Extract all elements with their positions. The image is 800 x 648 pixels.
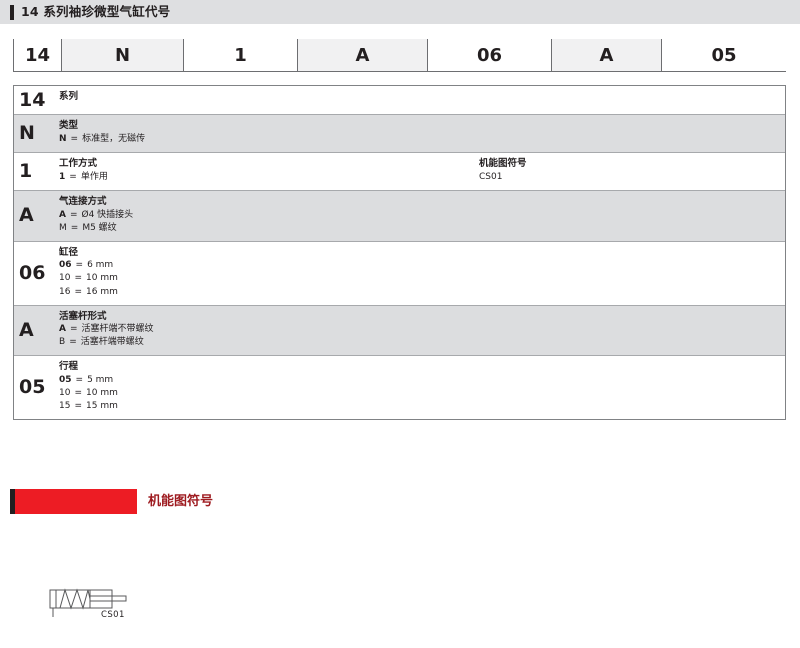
symbol-section-banner: 机能图符号 bbox=[10, 489, 213, 514]
spec-row-note: 机能图符号 CS01 bbox=[479, 158, 527, 184]
spec-option-separator: = bbox=[70, 133, 79, 144]
header-accent-bar bbox=[10, 4, 14, 20]
spec-row-heading: 工作方式 bbox=[59, 157, 98, 169]
spec-option: A = Ø4 快插接头 bbox=[59, 209, 785, 222]
spec-option-separator: = bbox=[69, 209, 78, 220]
spec-row-body: 行程 05 = 5 mm 10 = 10 mm 15 = 15 mm bbox=[59, 356, 785, 419]
spec-row-body: 活塞杆形式 A = 活塞杆端不带螺纹 B = 活塞杆端带螺纹 bbox=[59, 306, 785, 356]
spec-option-text: 10 mm bbox=[86, 273, 118, 284]
spec-option-text: 6 mm bbox=[87, 260, 114, 271]
spec-option-key: 15 bbox=[59, 401, 71, 412]
spec-option-key: A bbox=[59, 324, 66, 335]
spec-option-key: 1 bbox=[59, 171, 66, 182]
spec-row-code: 1 bbox=[19, 159, 33, 182]
spec-option-text: 10 mm bbox=[86, 388, 118, 399]
symbol-section-title: 机能图符号 bbox=[148, 494, 214, 509]
code-segment-6: A bbox=[551, 39, 661, 71]
spec-row-heading: 行程 bbox=[59, 361, 79, 373]
spec-option-separator: = bbox=[74, 286, 82, 297]
spec-option-separator: = bbox=[70, 222, 79, 233]
spec-note-title: 机能图符号 bbox=[479, 157, 527, 169]
spec-option: 06 = 6 mm bbox=[59, 259, 785, 272]
banner-bar bbox=[15, 489, 137, 514]
symbol-label: CS01 bbox=[101, 610, 125, 620]
spec-option-separator: = bbox=[75, 375, 84, 386]
single-acting-cylinder-icon bbox=[49, 588, 127, 617]
spec-option: 05 = 5 mm bbox=[59, 374, 785, 387]
page-title: 14 系列袖珍微型气缸代号 bbox=[21, 3, 171, 19]
spec-row-heading: 类型 bbox=[59, 120, 79, 131]
spec-option: 10 = 10 mm bbox=[59, 387, 785, 400]
spec-option-text: 15 mm bbox=[86, 401, 118, 412]
spec-row: 1 工作方式 1 = 单作用 机能图符号 CS01 bbox=[14, 151, 785, 190]
spec-note-value: CS01 bbox=[479, 171, 503, 182]
spec-option-separator: = bbox=[69, 324, 78, 335]
spec-option-key: 05 bbox=[59, 375, 72, 386]
spec-option-text: 标准型，无磁传 bbox=[82, 133, 146, 144]
spec-option-key: 10 bbox=[59, 273, 71, 284]
spec-option-key: N bbox=[59, 133, 67, 144]
spec-row-code: N bbox=[19, 121, 35, 144]
spec-option: 16 = 16 mm bbox=[59, 286, 785, 299]
spec-row-body: 缸径 06 = 6 mm 10 = 10 mm 16 = 16 mm bbox=[59, 242, 785, 305]
spec-option-separator: = bbox=[69, 337, 77, 348]
spec-option: 1 = 单作用 bbox=[59, 171, 785, 184]
spec-option: N = 标准型，无磁传 bbox=[59, 133, 785, 146]
spec-row: 05 行程 05 = 5 mm 10 = 10 mm 15 = 15 mm bbox=[14, 355, 785, 420]
page-header: 14 系列袖珍微型气缸代号 bbox=[0, 0, 800, 24]
spec-option: B = 活塞杆端带螺纹 bbox=[59, 336, 785, 349]
spec-option-key: M bbox=[59, 222, 67, 233]
spec-row-body: 工作方式 1 = 单作用 机能图符号 CS01 bbox=[59, 153, 785, 190]
spec-option-text: 5 mm bbox=[87, 375, 114, 386]
specification-table: 14 系列 N 类型 N = 标准型，无磁传 1 工作方式 1 = 单作用 机能图符号 CS01 A 气连接方… bbox=[13, 85, 786, 421]
spec-option-text: M5 螺纹 bbox=[82, 222, 117, 233]
spec-option: 10 = 10 mm bbox=[59, 272, 785, 285]
spec-row-heading: 气连接方式 bbox=[59, 195, 107, 207]
spec-option-text: 16 mm bbox=[86, 286, 118, 297]
code-segment-7: 05 bbox=[661, 39, 786, 71]
spec-row: N 类型 N = 标准型，无磁传 bbox=[14, 114, 785, 152]
spec-option-separator: = bbox=[75, 260, 84, 271]
spec-option-key: 06 bbox=[59, 260, 72, 271]
spec-option-separator: = bbox=[74, 388, 82, 399]
spec-option-text: 单作用 bbox=[80, 171, 108, 182]
pneumatic-symbol-diagram: CS01 bbox=[44, 586, 154, 626]
spec-row-heading: 缸径 bbox=[59, 246, 79, 258]
spec-option-key: 16 bbox=[59, 286, 71, 297]
spec-option: A = 活塞杆端不带螺纹 bbox=[59, 323, 785, 336]
spec-row-body: 气连接方式 A = Ø4 快插接头 M = M5 螺纹 bbox=[59, 191, 785, 241]
code-segment-2: N bbox=[61, 39, 183, 71]
spec-option-key: B bbox=[59, 337, 66, 348]
spec-option-text: Ø4 快插接头 bbox=[81, 209, 134, 220]
spec-row: A 气连接方式 A = Ø4 快插接头 M = M5 螺纹 bbox=[14, 189, 785, 241]
spec-row: 14 系列 bbox=[14, 86, 785, 114]
spec-option: 15 = 15 mm bbox=[59, 400, 785, 413]
spec-row-code: A bbox=[19, 204, 34, 227]
spec-option-key: A bbox=[59, 209, 66, 220]
code-segment-4: A bbox=[297, 39, 427, 71]
spec-option-text: 活塞杆端不带螺纹 bbox=[81, 324, 154, 335]
spec-row-code: 14 bbox=[19, 88, 46, 111]
spec-row-code: 05 bbox=[19, 376, 46, 399]
spec-row-body: 系列 bbox=[59, 86, 785, 114]
spec-row-code: 06 bbox=[19, 261, 46, 284]
spec-row: A 活塞杆形式 A = 活塞杆端不带螺纹 B = 活塞杆端带螺纹 bbox=[14, 304, 785, 356]
spec-option-key: 10 bbox=[59, 388, 71, 399]
spec-option-separator: = bbox=[69, 171, 77, 182]
spec-row-heading: 系列 bbox=[59, 91, 79, 102]
spec-row-heading: 活塞杆形式 bbox=[59, 310, 107, 322]
spec-option: M = M5 螺纹 bbox=[59, 222, 785, 235]
code-segment-3: 1 bbox=[183, 39, 297, 71]
code-segment-5: 06 bbox=[427, 39, 551, 71]
part-number-code-strip: 14 N 1 A 06 A 05 bbox=[13, 39, 786, 72]
spec-option-separator: = bbox=[74, 401, 82, 412]
spec-option-text: 活塞杆端带螺纹 bbox=[80, 337, 144, 348]
code-segment-1: 14 bbox=[13, 39, 61, 71]
spec-option-separator: = bbox=[74, 273, 82, 284]
spec-row-body: 类型 N = 标准型，无磁传 bbox=[59, 115, 785, 152]
banner-cap bbox=[10, 489, 15, 514]
spec-row: 06 缸径 06 = 6 mm 10 = 10 mm 16 = 16 mm bbox=[14, 240, 785, 305]
spec-row-code: A bbox=[19, 319, 34, 342]
